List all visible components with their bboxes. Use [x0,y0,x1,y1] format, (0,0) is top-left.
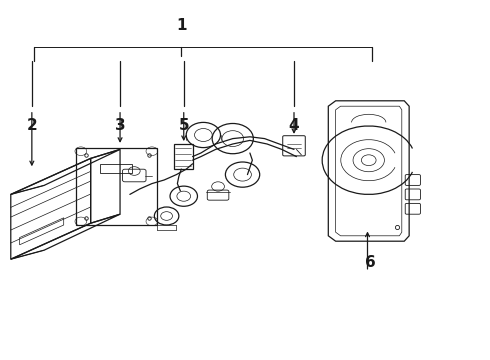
Text: 6: 6 [365,255,375,270]
FancyBboxPatch shape [174,144,193,169]
Text: 4: 4 [289,118,299,134]
Text: 2: 2 [26,118,37,134]
Text: 3: 3 [115,118,125,134]
Text: 5: 5 [178,118,189,134]
Text: 1: 1 [176,18,187,33]
